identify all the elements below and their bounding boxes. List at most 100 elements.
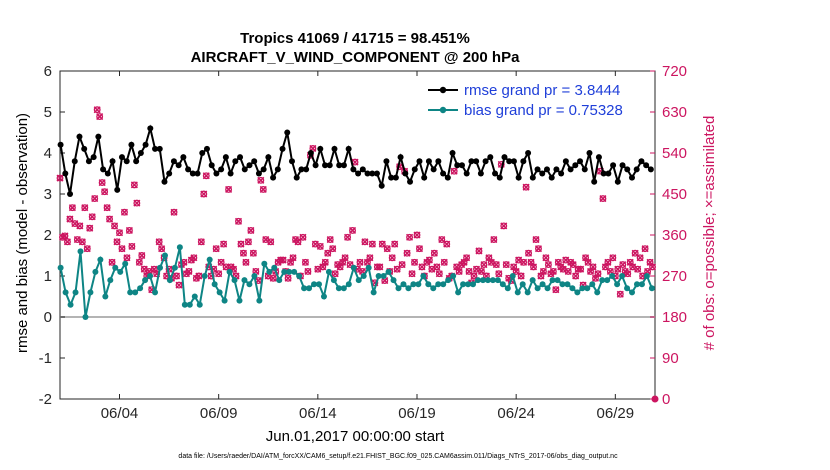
- rmse-point: [227, 170, 234, 177]
- bias-point: [450, 273, 457, 279]
- bias-point: [604, 277, 611, 284]
- rmse-point: [260, 166, 267, 173]
- obs-possible-marker: [133, 199, 141, 207]
- rmse-point: [293, 174, 300, 181]
- rmse-point: [279, 145, 286, 152]
- bias-point: [499, 281, 506, 288]
- bias-point: [390, 277, 397, 284]
- bias-point: [62, 289, 69, 296]
- bias-point: [624, 285, 631, 292]
- obs-assimilated-marker: [552, 286, 560, 294]
- rmse-point: [510, 158, 517, 165]
- chart-title-line2: AIRCRAFT_V_WIND_COMPONENT @ 200 hPa: [191, 49, 521, 66]
- rmse-point: [345, 145, 352, 152]
- rmse-point: [123, 158, 130, 165]
- legend-entry-rmse: rmse grand pr = 3.8444: [428, 82, 620, 99]
- y-left-tick-label: -2: [39, 391, 52, 408]
- bias-point: [266, 268, 273, 275]
- obs-possible-marker: [101, 188, 109, 196]
- bias-point: [276, 277, 283, 284]
- obs-possible-marker: [68, 204, 76, 212]
- bias-point: [614, 281, 621, 288]
- obs-possible-marker: [403, 249, 411, 257]
- obs-possible-marker: [200, 190, 208, 198]
- rmse-point: [458, 162, 465, 169]
- obs-possible-marker: [279, 256, 287, 264]
- obs-assimilated-marker: [247, 226, 255, 234]
- obs-possible-marker: [564, 267, 572, 275]
- rmse-point: [515, 174, 522, 181]
- rmse-point: [350, 166, 357, 173]
- obs-assimilated-marker: [63, 238, 71, 246]
- rmse-point: [402, 170, 409, 177]
- y-right-tick-label: 360: [662, 227, 687, 244]
- obs-possible-marker: [443, 240, 451, 248]
- rmse-point: [440, 170, 447, 177]
- bias-point: [206, 256, 213, 263]
- obs-assimilated-marker: [589, 263, 597, 271]
- obs-assimilated-marker: [111, 222, 119, 230]
- obs-possible-marker: [470, 272, 478, 280]
- bias-point: [296, 273, 303, 279]
- bias-point: [648, 285, 655, 292]
- bias-point: [589, 281, 596, 288]
- bias-point: [142, 277, 149, 284]
- obs-possible-marker: [91, 195, 99, 203]
- bias-point: [435, 281, 442, 288]
- obs-possible-marker: [304, 267, 312, 275]
- y-axis-right: 0 90 180 270 360 450 540 630 720: [650, 63, 687, 408]
- rmse-point: [605, 170, 612, 177]
- obs-possible-marker: [225, 185, 233, 193]
- bias-point: [127, 289, 134, 296]
- obs-assimilated-marker: [490, 236, 498, 244]
- obs-possible-marker: [125, 226, 133, 234]
- obs-assimilated-marker: [430, 249, 438, 257]
- y-left-tick-label: 3: [44, 186, 52, 203]
- bias-point: [286, 268, 293, 275]
- bias-point: [420, 273, 427, 279]
- obs-possible-marker: [641, 245, 649, 253]
- obs-assimilated-marker: [269, 274, 277, 282]
- bias-point: [221, 297, 228, 304]
- bias-point: [569, 285, 576, 292]
- obs-assimilated-marker: [440, 258, 448, 266]
- obs-assimilated-marker: [492, 261, 500, 269]
- obs-assimilated-marker: [356, 258, 364, 266]
- rmse-point: [355, 170, 362, 177]
- obs-possible-marker: [425, 256, 433, 264]
- y-left-tick-label: 1: [44, 268, 52, 285]
- obs-assimilated-marker: [304, 267, 312, 275]
- obs-possible-marker: [430, 249, 438, 257]
- obs-assimilated-marker: [594, 270, 602, 278]
- y-axis-label-right: # of obs: o=possible; ×=assimilated: [701, 116, 718, 351]
- rmse-point: [67, 191, 74, 197]
- rmse-point: [444, 174, 451, 181]
- obs-possible-marker: [103, 204, 111, 212]
- rmse-point: [336, 162, 343, 169]
- y-axis-left: -2 -1 0 1 2 3 4 5 6: [39, 63, 65, 408]
- obs-possible-marker: [490, 236, 498, 244]
- obs-assimilated-marker: [103, 204, 111, 212]
- obs-possible-marker: [356, 258, 364, 266]
- obs-assimilated-marker: [577, 265, 585, 273]
- obs-assimilated-marker: [138, 251, 146, 260]
- obs-possible-marker: [220, 240, 228, 248]
- rmse-point: [463, 170, 470, 177]
- obs-possible-marker: [378, 240, 386, 248]
- rmse-point: [114, 186, 121, 193]
- obs-assimilated-marker: [539, 267, 547, 275]
- obs-assimilated-marker: [289, 254, 297, 262]
- obs-possible-marker: [349, 226, 356, 234]
- obs-possible-marker: [217, 258, 225, 266]
- obs-assimilated-marker: [158, 245, 166, 253]
- obs-assimilated-marker: [443, 240, 451, 248]
- bias-point: [156, 264, 163, 271]
- bias-point: [609, 273, 616, 279]
- obs-assimilated-marker: [123, 254, 131, 262]
- obs-assimilated-marker: [398, 261, 406, 269]
- obs-possible-marker: [539, 267, 547, 275]
- bias-point: [330, 277, 337, 284]
- rmse-point: [454, 162, 461, 169]
- bias-point: [77, 248, 84, 255]
- rmse-point: [152, 145, 159, 152]
